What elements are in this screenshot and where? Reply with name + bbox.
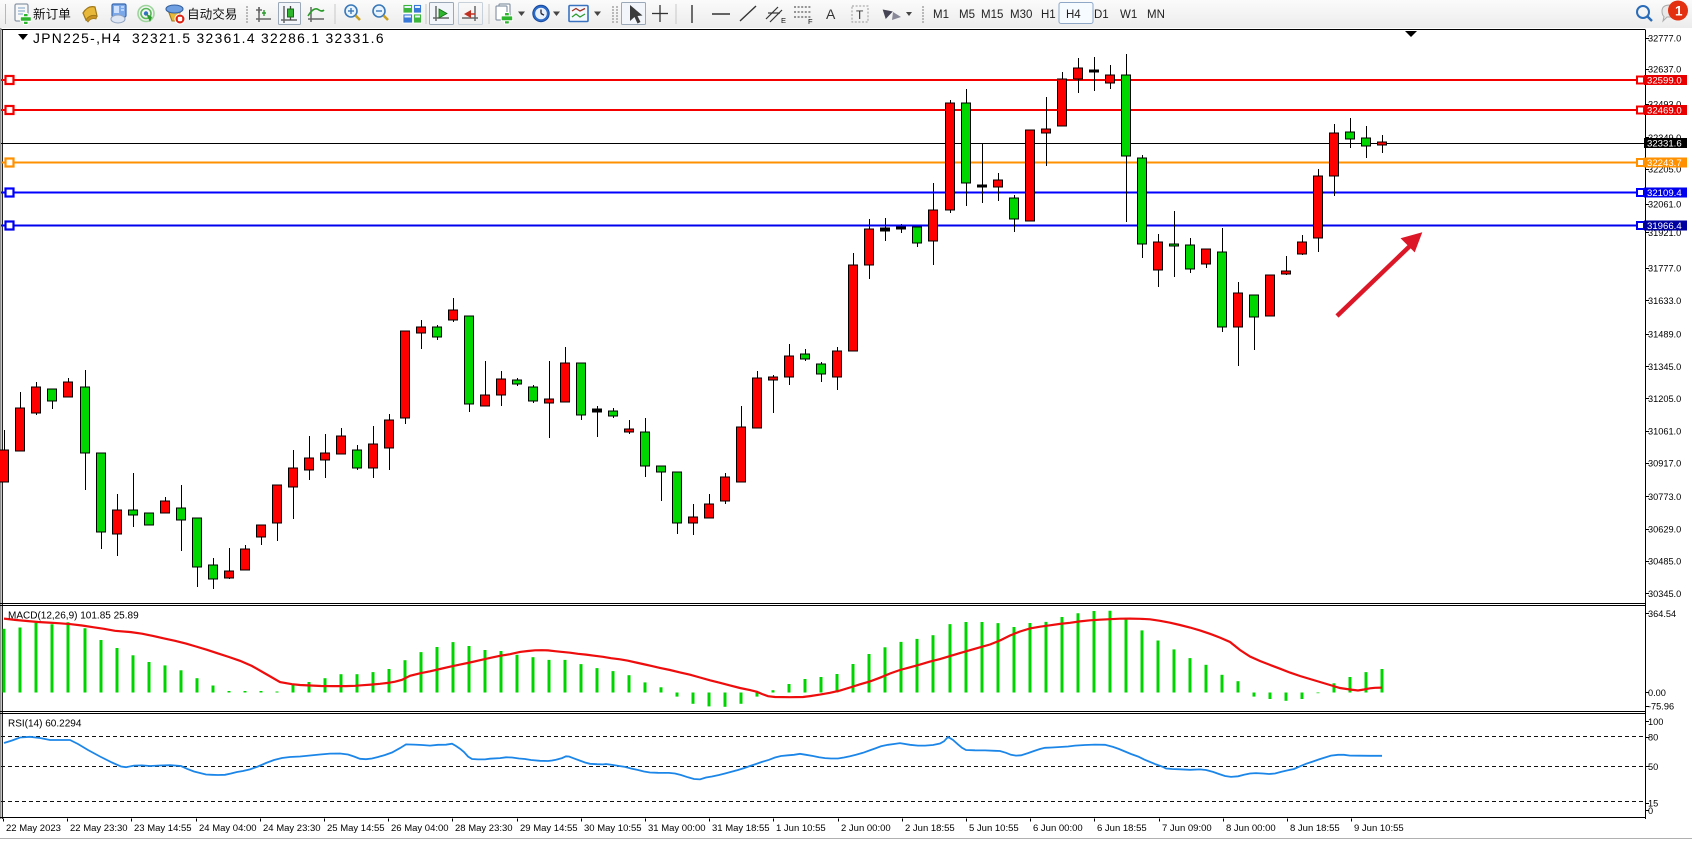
svg-text:31 May 00:00: 31 May 00:00 bbox=[648, 823, 706, 834]
svg-text:7 Jun 09:00: 7 Jun 09:00 bbox=[1162, 823, 1212, 834]
svg-text:100: 100 bbox=[1648, 717, 1663, 727]
svg-text:30485.0: 30485.0 bbox=[1648, 556, 1681, 566]
svg-text:31921.0: 31921.0 bbox=[1648, 228, 1681, 238]
svg-text:26 May 04:00: 26 May 04:00 bbox=[391, 823, 449, 834]
svg-text:M5: M5 bbox=[959, 9, 975, 21]
svg-text:32637.0: 32637.0 bbox=[1648, 64, 1681, 74]
svg-text:30629.0: 30629.0 bbox=[1648, 524, 1681, 534]
svg-text:32243.7: 32243.7 bbox=[1647, 158, 1682, 169]
svg-text:31633.0: 31633.0 bbox=[1648, 296, 1681, 306]
svg-text:32109.4: 32109.4 bbox=[1647, 188, 1682, 199]
svg-text:6 Jun 18:55: 6 Jun 18:55 bbox=[1097, 823, 1147, 834]
svg-text:24 May 04:00: 24 May 04:00 bbox=[199, 823, 257, 834]
svg-text:2 Jun 18:55: 2 Jun 18:55 bbox=[905, 823, 955, 834]
svg-text:31777.0: 31777.0 bbox=[1648, 263, 1681, 273]
svg-text:32469.0: 32469.0 bbox=[1647, 106, 1682, 117]
svg-text:5 Jun 10:55: 5 Jun 10:55 bbox=[969, 823, 1019, 834]
svg-text:RSI(14) 60.2294: RSI(14) 60.2294 bbox=[8, 719, 82, 730]
svg-text:6 Jun 00:00: 6 Jun 00:00 bbox=[1033, 823, 1083, 834]
svg-text:D1: D1 bbox=[1094, 9, 1109, 21]
svg-text:32777.0: 32777.0 bbox=[1648, 33, 1681, 43]
svg-text:8 Jun 18:55: 8 Jun 18:55 bbox=[1290, 823, 1340, 834]
svg-text:32331.6: 32331.6 bbox=[1647, 139, 1682, 150]
svg-text:80: 80 bbox=[1648, 732, 1658, 742]
svg-text:32599.0: 32599.0 bbox=[1647, 76, 1682, 87]
svg-text:新订单: 新订单 bbox=[33, 7, 71, 22]
svg-text:H1: H1 bbox=[1041, 9, 1056, 21]
svg-text:29 May 14:55: 29 May 14:55 bbox=[520, 823, 578, 834]
svg-text:F: F bbox=[808, 17, 813, 26]
svg-text:M30: M30 bbox=[1010, 9, 1032, 21]
svg-text:自动交易: 自动交易 bbox=[187, 7, 237, 22]
svg-text:25 May 14:55: 25 May 14:55 bbox=[327, 823, 385, 834]
svg-text:M15: M15 bbox=[981, 9, 1003, 21]
svg-text:1 Jun 10:55: 1 Jun 10:55 bbox=[776, 823, 826, 834]
svg-text:M1: M1 bbox=[933, 9, 949, 21]
svg-text:364.54: 364.54 bbox=[1648, 609, 1676, 619]
svg-text:31489.0: 31489.0 bbox=[1648, 329, 1681, 339]
svg-text:30345.0: 30345.0 bbox=[1648, 589, 1681, 599]
svg-text:28 May 23:30: 28 May 23:30 bbox=[455, 823, 513, 834]
svg-text:15: 15 bbox=[1648, 798, 1658, 808]
svg-text:31345.0: 31345.0 bbox=[1648, 362, 1681, 372]
svg-text:MN: MN bbox=[1147, 9, 1165, 21]
svg-text:30773.0: 30773.0 bbox=[1648, 492, 1681, 502]
svg-text:-75.96: -75.96 bbox=[1648, 701, 1674, 711]
svg-text:50: 50 bbox=[1648, 762, 1658, 772]
svg-text:23 May 14:55: 23 May 14:55 bbox=[134, 823, 192, 834]
svg-text:22 May 23:30: 22 May 23:30 bbox=[70, 823, 128, 834]
svg-text:E: E bbox=[781, 16, 786, 25]
svg-text:31061.0: 31061.0 bbox=[1648, 426, 1681, 436]
svg-text:22 May 2023: 22 May 2023 bbox=[6, 823, 61, 834]
svg-text:0: 0 bbox=[1648, 806, 1653, 816]
svg-text:30917.0: 30917.0 bbox=[1648, 458, 1681, 468]
svg-text:24 May 23:30: 24 May 23:30 bbox=[263, 823, 321, 834]
svg-text:W1: W1 bbox=[1120, 9, 1137, 21]
svg-text:JPN225-,H4 32321.5 32361.4 32: JPN225-,H4 32321.5 32361.4 32286.1 32331… bbox=[33, 31, 385, 46]
svg-text:9 Jun 10:55: 9 Jun 10:55 bbox=[1354, 823, 1404, 834]
svg-text:T: T bbox=[856, 8, 864, 22]
svg-text:32205.0: 32205.0 bbox=[1648, 164, 1681, 174]
svg-text:32061.0: 32061.0 bbox=[1648, 199, 1681, 209]
svg-text:31966.4: 31966.4 bbox=[1647, 221, 1682, 232]
svg-text:1: 1 bbox=[1675, 4, 1683, 19]
svg-text:MACD(12,26,9) 101.85 25.89: MACD(12,26,9) 101.85 25.89 bbox=[8, 611, 139, 622]
svg-text:32493.0: 32493.0 bbox=[1648, 99, 1681, 109]
svg-text:0.00: 0.00 bbox=[1648, 688, 1666, 698]
svg-text:H4: H4 bbox=[1066, 9, 1081, 21]
svg-text:31205.0: 31205.0 bbox=[1648, 394, 1681, 404]
svg-text:8 Jun 00:00: 8 Jun 00:00 bbox=[1226, 823, 1276, 834]
svg-text:2 Jun 00:00: 2 Jun 00:00 bbox=[841, 823, 891, 834]
svg-text:31 May 18:55: 31 May 18:55 bbox=[712, 823, 770, 834]
svg-text:32349.0: 32349.0 bbox=[1648, 133, 1681, 143]
svg-text:30 May 10:55: 30 May 10:55 bbox=[584, 823, 642, 834]
svg-text:A: A bbox=[826, 6, 836, 22]
